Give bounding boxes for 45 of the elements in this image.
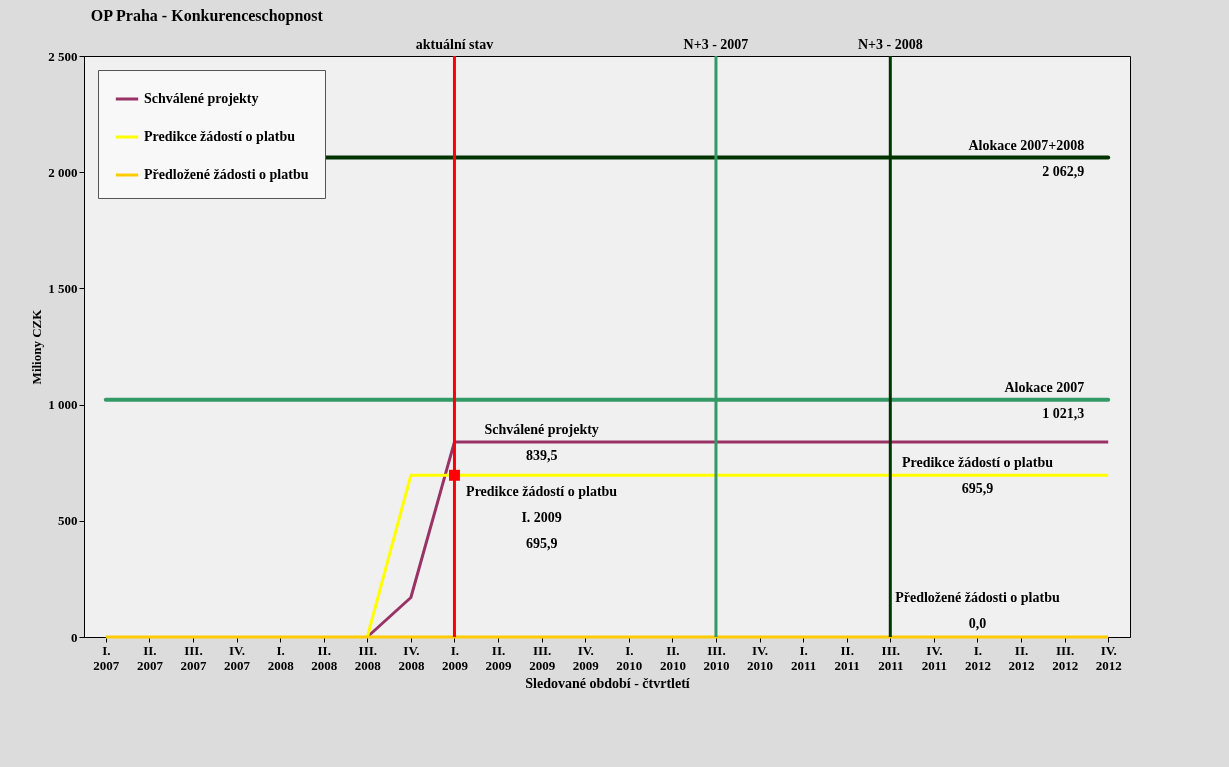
y-tick-label: 500 xyxy=(58,513,78,529)
chart-title: OP Praha - Konkurenceschopnost xyxy=(90,7,324,25)
annotation: Predikce žádostí o platbu I. 2009 695,9 xyxy=(466,484,618,552)
annotation: Předložené žádosti o platbu 0,0 xyxy=(895,590,1060,631)
x-tick-label: I. 2010 xyxy=(616,642,643,673)
x-tick-label: II. 2009 xyxy=(485,642,513,673)
x-tick-label: IV. 2012 xyxy=(1095,642,1122,673)
x-tick-label: I. 2008 xyxy=(267,642,295,673)
x-tick-label: III. 2009 xyxy=(529,642,556,673)
legend-label: Schválené projekty xyxy=(144,91,259,106)
ref-line-label: N+3 - 2007 xyxy=(683,37,749,52)
x-tick-label: II. 2012 xyxy=(1008,642,1035,673)
ref-line-label: Alokace 2007 1 021,3 xyxy=(1004,379,1085,421)
x-tick-label: II. 2010 xyxy=(659,642,686,673)
annotation: Schválené projekty 839,5 xyxy=(484,421,599,463)
x-tick-label: IV. 2011 xyxy=(921,642,948,673)
y-tick-label: 2 500 xyxy=(48,48,78,64)
x-tick-label: II. 2007 xyxy=(136,642,164,673)
legend-label: Predikce žádostí o platbu xyxy=(144,129,296,144)
y-axis-title: Miliony CZK xyxy=(29,308,45,385)
ref-line-label: N+3 - 2008 xyxy=(857,37,923,52)
x-tick-label: I. 2007 xyxy=(93,642,120,673)
x-tick-label: I. 2009 xyxy=(441,642,469,673)
x-tick-label: IV. 2010 xyxy=(747,642,774,673)
ref-line-label: Alokace 2007+2008 2 062,9 xyxy=(968,137,1085,179)
y-tick-label: 2 000 xyxy=(48,164,78,180)
x-tick-label: III. 2011 xyxy=(878,642,904,673)
legend-label: Předložené žádosti o platbu xyxy=(144,167,309,182)
x-tick-label: IV. 2009 xyxy=(572,642,600,673)
y-tick-label: 1 000 xyxy=(48,397,78,413)
x-tick-label: I. 2011 xyxy=(790,642,817,673)
x-tick-label: II. 2011 xyxy=(834,642,860,673)
y-tick-label: 1 500 xyxy=(48,280,78,296)
x-axis-title: Sledované období - čtvrtletí xyxy=(525,675,691,691)
x-tick-label: III. 2012 xyxy=(1052,642,1079,673)
x-tick-label: III. 2010 xyxy=(703,642,730,673)
y-tick-label: 0 xyxy=(71,629,78,645)
x-tick-label: III. 2008 xyxy=(354,642,382,673)
x-tick-label: I. 2012 xyxy=(964,642,991,673)
annotation: Predikce žádostí o platbu 695,9 xyxy=(901,455,1054,497)
x-tick-label: III. 2007 xyxy=(180,642,207,673)
x-tick-label: IV. 2008 xyxy=(398,642,425,673)
x-tick-label: IV. 2007 xyxy=(224,642,251,673)
x-tick-label: II. 2008 xyxy=(311,642,338,673)
ref-line-label: aktuální stav xyxy=(415,37,494,52)
